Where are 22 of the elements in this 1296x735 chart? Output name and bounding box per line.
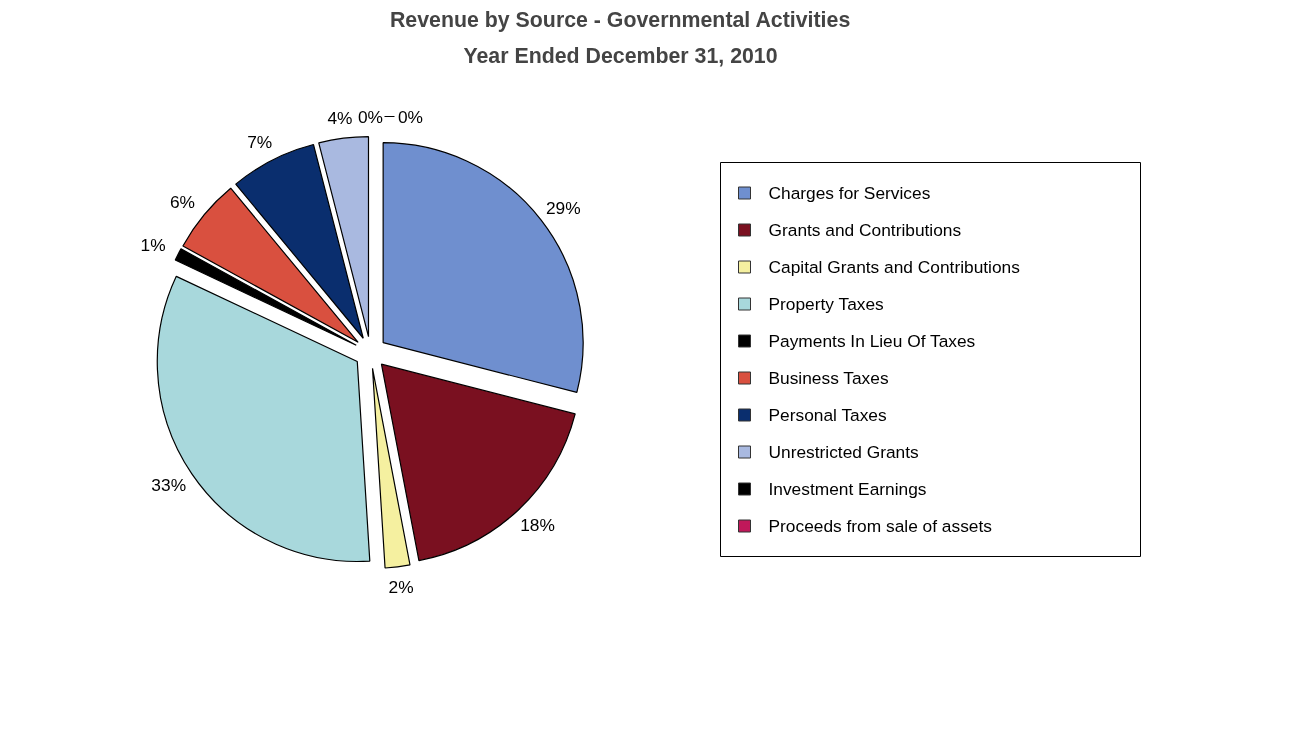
legend-label: Proceeds from sale of assets: [768, 516, 993, 536]
legend-label: Personal Taxes: [768, 405, 887, 425]
text: 0%: [357, 106, 384, 127]
data-label: 7%: [247, 132, 273, 153]
data-label: 29%: [545, 197, 581, 218]
legend-label: Business Taxes: [768, 368, 889, 388]
legend-label: Charges for Services: [768, 183, 931, 203]
data-label: 33%: [151, 475, 187, 496]
chart-title: Revenue by Source - Governmental Activities: [389, 7, 851, 32]
legend-label: Capital Grants and Contributions: [768, 257, 1021, 277]
legend-label: Grants and Contributions: [768, 220, 962, 240]
text: 0%: [397, 106, 424, 127]
legend-label: Unrestricted Grants: [768, 442, 920, 462]
chart-subtitle: Year Ended December 31, 2010: [463, 43, 778, 68]
data-label: 18%: [520, 514, 555, 535]
legend-label: Payments In Lieu Of Taxes: [768, 331, 976, 351]
data-label: 2%: [388, 576, 414, 597]
legend-label: Investment Earnings: [768, 479, 927, 499]
data-label: 4%: [327, 108, 353, 129]
data-label: 6%: [169, 192, 196, 213]
data-label: 1%: [140, 235, 166, 256]
legend-label: Property Taxes: [768, 294, 885, 314]
